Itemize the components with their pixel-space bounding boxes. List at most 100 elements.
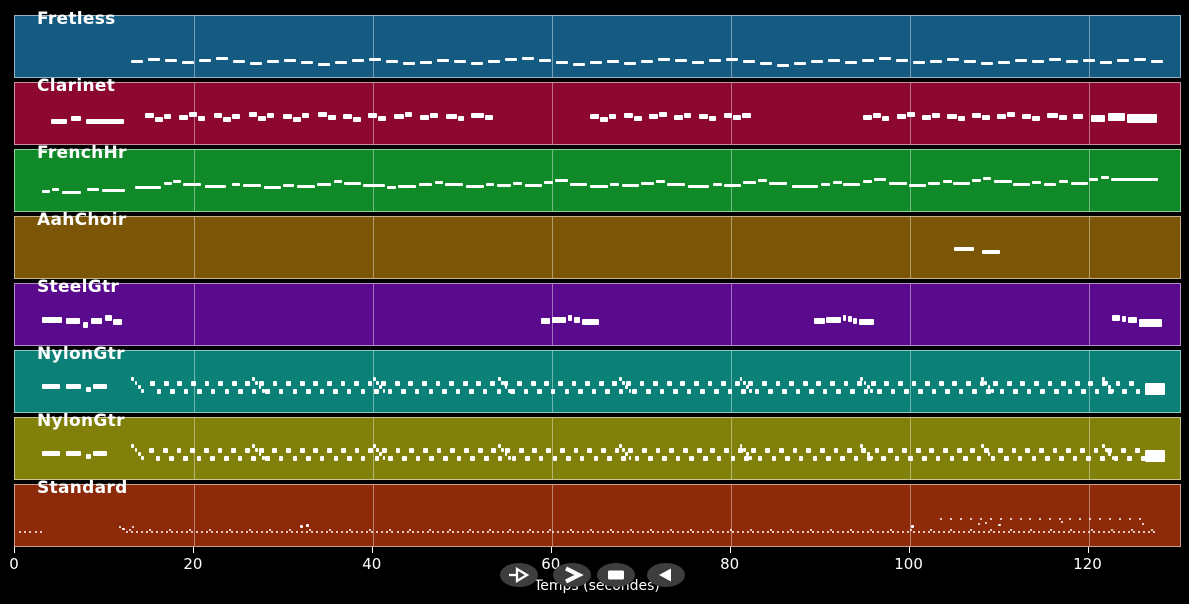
midi-note <box>543 181 553 184</box>
midi-note <box>206 531 209 533</box>
midi-note <box>589 529 592 531</box>
midi-note <box>326 531 329 533</box>
midi-note <box>832 531 835 533</box>
midi-note <box>918 389 923 394</box>
midi-note <box>717 531 720 533</box>
midi-note <box>550 389 556 394</box>
track-band-nylongtr-6: NylonGtr <box>14 411 1181 480</box>
midi-note <box>748 381 754 386</box>
midi-note <box>1101 444 1105 448</box>
midi-note <box>1135 389 1141 394</box>
midi-note <box>625 452 629 456</box>
midi-note <box>556 61 569 64</box>
stop-button[interactable] <box>597 563 635 587</box>
midi-note <box>163 114 171 119</box>
midi-note <box>311 531 314 533</box>
midi-note <box>309 529 311 531</box>
play-button[interactable] <box>500 563 538 587</box>
midi-note <box>862 59 875 62</box>
midi-note <box>872 531 875 533</box>
midi-note <box>566 456 571 461</box>
midi-note <box>71 116 82 121</box>
midi-note <box>513 182 523 185</box>
midi-note <box>210 456 215 461</box>
midi-note <box>990 389 994 393</box>
midi-note <box>845 61 858 64</box>
midi-note <box>632 389 637 394</box>
midi-note <box>987 531 990 533</box>
midi-note <box>590 114 600 119</box>
midi-note <box>904 389 909 394</box>
midi-note <box>1013 389 1018 394</box>
midi-note <box>544 381 550 386</box>
axis-tick <box>192 547 194 553</box>
midi-note <box>497 184 511 187</box>
midi-note <box>1054 389 1059 394</box>
midi-note <box>1101 176 1110 179</box>
fast-forward-button[interactable] <box>553 563 591 587</box>
midi-note <box>1032 181 1042 184</box>
midi-note <box>1047 113 1059 118</box>
midi-note <box>1066 448 1072 453</box>
midi-note <box>496 389 501 394</box>
midi-note <box>579 456 585 461</box>
axis-tick <box>908 547 910 553</box>
midi-note <box>141 389 144 393</box>
gridline <box>193 485 195 546</box>
midi-note <box>822 531 825 533</box>
midi-note <box>863 381 867 385</box>
midi-note <box>498 377 501 381</box>
midi-note <box>822 389 828 394</box>
midi-note <box>932 531 935 533</box>
midi-note <box>218 381 223 386</box>
midi-note <box>134 381 138 385</box>
midi-note <box>1089 178 1099 181</box>
midi-note <box>1108 113 1126 121</box>
midi-note <box>1022 531 1025 533</box>
midi-note <box>450 448 456 453</box>
midi-note <box>852 531 855 533</box>
midi-note <box>408 381 414 386</box>
midi-note <box>178 115 188 120</box>
midi-note <box>416 531 419 533</box>
midi-note <box>261 389 265 393</box>
midi-note <box>830 529 832 531</box>
gridline <box>551 150 553 211</box>
midi-note <box>1129 381 1134 386</box>
midi-note <box>366 531 369 533</box>
midi-note <box>863 389 869 394</box>
midi-note <box>1100 456 1105 461</box>
midi-note <box>131 60 144 63</box>
midi-note <box>131 377 135 381</box>
midi-note <box>760 62 773 65</box>
midi-note <box>694 381 699 386</box>
midi-note <box>306 456 311 461</box>
midi-note <box>749 529 752 531</box>
midi-note <box>414 389 420 394</box>
midi-note <box>979 381 985 386</box>
midi-note <box>177 381 183 386</box>
midi-note <box>162 448 168 453</box>
midi-note <box>1007 531 1010 533</box>
midi-note <box>590 185 609 188</box>
midi-note <box>224 389 229 394</box>
axis-tick <box>14 547 15 553</box>
midi-note <box>196 531 199 533</box>
midi-note <box>144 113 154 118</box>
midi-note <box>161 531 163 533</box>
midi-note <box>387 186 397 189</box>
midi-note <box>134 448 138 452</box>
rewind-button[interactable] <box>647 563 685 587</box>
midi-note <box>862 531 865 533</box>
midi-note <box>252 444 255 448</box>
midi-note <box>276 531 279 533</box>
midi-note <box>481 531 484 533</box>
midi-note <box>451 531 454 533</box>
midi-note <box>593 456 599 461</box>
midi-note <box>221 531 224 533</box>
midi-note <box>675 456 681 461</box>
midi-note <box>767 531 770 533</box>
midi-note <box>734 381 740 386</box>
midi-note <box>1077 531 1080 533</box>
